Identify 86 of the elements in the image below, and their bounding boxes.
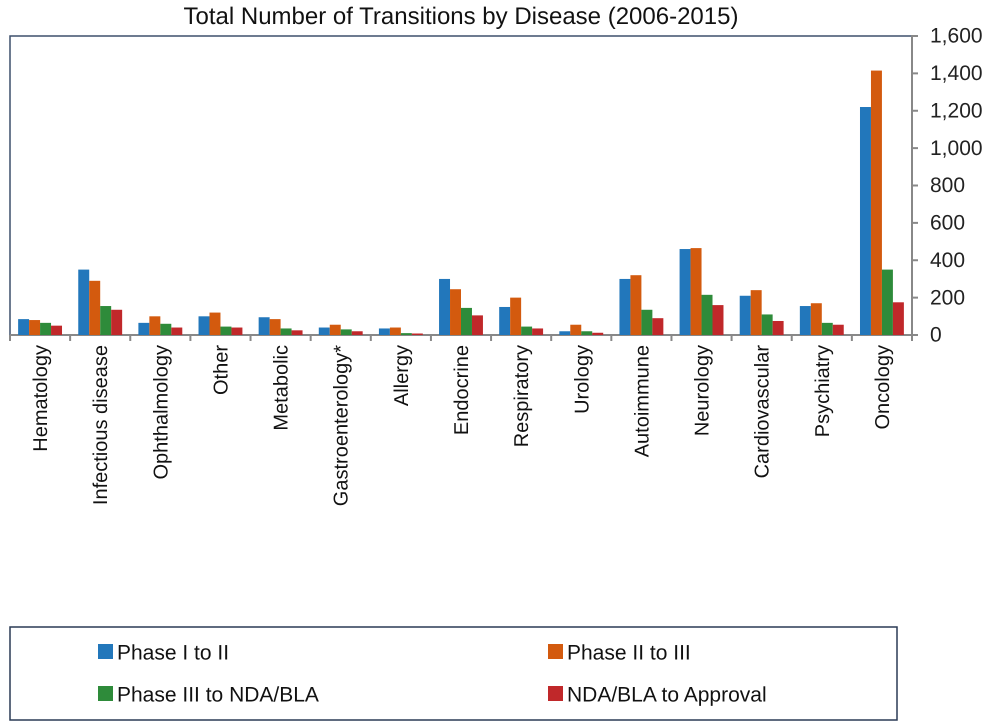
bar [340, 329, 352, 335]
bar [630, 275, 642, 335]
bar [461, 308, 472, 335]
x-tick-label: Neurology [692, 345, 714, 436]
x-tick-label: Ophthalmology [150, 345, 172, 480]
bar [652, 318, 664, 335]
bar [318, 328, 330, 335]
bar [280, 328, 292, 335]
bar [750, 290, 762, 335]
bar [559, 331, 570, 335]
bar [270, 319, 281, 335]
bar [832, 324, 844, 335]
legend-label: Phase I to II [117, 641, 230, 664]
chart-title: Total Number of Transitions by Disease (2006-2015) [184, 3, 738, 30]
bar [581, 331, 592, 335]
x-tick-label: Oncology [872, 345, 894, 430]
bar [570, 324, 582, 335]
bar [100, 306, 112, 335]
y-tick-label: 1,400 [930, 62, 983, 86]
y-tick-label: 800 [930, 174, 966, 198]
x-tick-label: Psychiatry [812, 345, 834, 438]
x-tick-label: Other [210, 344, 232, 396]
bar [810, 303, 822, 335]
bar [619, 278, 630, 335]
bar [220, 326, 232, 335]
legend-label: NDA/BLA to Approval [567, 683, 767, 706]
x-tick-label: Autoimmune [631, 345, 654, 458]
bar [209, 312, 220, 335]
bar [740, 296, 751, 335]
bar [882, 270, 893, 335]
bar [258, 317, 270, 335]
bar [352, 331, 363, 335]
x-tick-label: Respiratory [511, 345, 534, 448]
y-tick-label: 600 [930, 212, 966, 235]
bar [499, 306, 510, 335]
y-tick-label: 1,200 [930, 99, 983, 122]
y-tick-label: 200 [930, 286, 966, 310]
y-tick-label: 400 [930, 248, 966, 272]
bar [772, 320, 784, 335]
y-tick-label: 1,000 [930, 136, 983, 160]
x-tick-label: Cardiovascular [752, 344, 774, 478]
bar [690, 248, 702, 335]
y-tick-label: 0 [930, 324, 942, 347]
bar [111, 310, 122, 335]
legend-label: Phase II to III [567, 641, 691, 664]
bar [78, 270, 90, 335]
x-tick-label: Endocrine [451, 345, 473, 436]
bar [51, 326, 62, 335]
bar [89, 280, 100, 335]
bar [149, 316, 160, 335]
x-tick-label: Urology [571, 345, 594, 414]
bar [292, 330, 303, 335]
bar [472, 315, 483, 335]
bar [712, 305, 724, 335]
bar [521, 326, 532, 335]
bar [18, 319, 30, 335]
x-tick-label: Hematology [30, 345, 52, 452]
bar [390, 328, 401, 335]
bar [532, 328, 544, 335]
bar [231, 328, 242, 335]
bar [171, 328, 182, 335]
bar [378, 328, 390, 335]
bar [40, 322, 52, 335]
bar [860, 107, 871, 335]
bar [680, 249, 691, 335]
legend-label: Phase III to NDA/BLA [117, 683, 319, 706]
bar [800, 306, 811, 335]
bar [160, 324, 172, 335]
bar [641, 310, 652, 335]
bar [330, 324, 341, 335]
bar [510, 298, 522, 335]
bar [29, 320, 40, 335]
x-tick-label: Gastroenterology* [330, 344, 353, 506]
bar [198, 316, 210, 335]
x-tick-label: Allergy [390, 345, 413, 406]
bar [450, 289, 461, 335]
bar [762, 314, 773, 335]
bar [822, 322, 833, 335]
x-tick-label: Metabolic [270, 345, 293, 431]
bar [870, 70, 882, 335]
y-tick-label: 1,600 [930, 24, 983, 48]
bar [138, 322, 150, 335]
x-tick-label: Infectious disease [90, 345, 112, 506]
bar [702, 294, 713, 335]
bar [439, 278, 450, 335]
bar [892, 302, 904, 335]
